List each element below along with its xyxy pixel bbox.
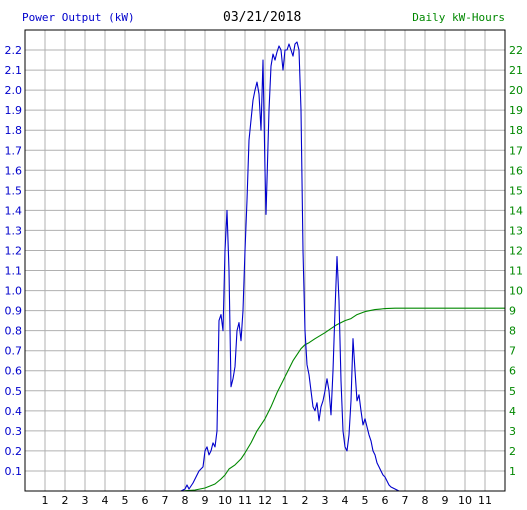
right-tick-label: 10: [509, 285, 523, 298]
left-tick-label: 1.6: [5, 164, 23, 177]
right-tick-label: 20: [509, 84, 523, 97]
x-tick-label: 6: [382, 494, 389, 507]
x-tick-label: 4: [102, 494, 109, 507]
x-tick-label: 3: [82, 494, 89, 507]
right-tick-label: 16: [509, 164, 523, 177]
left-tick-label: 0.6: [5, 365, 23, 378]
right-tick-label: 7: [509, 345, 516, 358]
left-tick-label: 0.8: [5, 325, 23, 338]
right-tick-label: 15: [509, 184, 523, 197]
x-tick-label: 7: [402, 494, 409, 507]
x-tick-label: 12: [258, 494, 272, 507]
left-tick-label: 0.3: [5, 425, 23, 438]
left-tick-label: 0.9: [5, 305, 23, 318]
left-tick-labels: 0.1 0.2 0.3 0.4 0.5 0.6 0.7 0.8 0.9 1.0 1.1 1.2 1.3 1…: [5, 44, 23, 478]
x-tick-label: 10: [458, 494, 472, 507]
x-tick-label: 11: [478, 494, 492, 507]
x-tick-label: 9: [442, 494, 449, 507]
right-tick-label: 1: [509, 465, 516, 478]
right-tick-label: 11: [509, 265, 523, 278]
x-tick-label: 1: [282, 494, 289, 507]
left-tick-label: 0.1: [5, 465, 23, 478]
left-tick-label: 1.2: [5, 244, 23, 257]
x-tick-label: 4: [342, 494, 349, 507]
power-series: [180, 41, 400, 492]
right-tick-label: 22: [509, 44, 523, 57]
right-tick-label: 4: [509, 405, 516, 418]
left-axis-title: Power Output (kW): [22, 11, 135, 24]
right-tick-label: 21: [509, 64, 523, 77]
left-tick-label: 1.7: [5, 144, 23, 157]
x-tick-label: 7: [162, 494, 169, 507]
right-axis-title: Daily kW-Hours: [412, 11, 505, 24]
left-tick-label: 2.1: [5, 64, 23, 77]
left-tick-label: 2.2: [5, 44, 23, 57]
right-tick-label: 13: [509, 224, 523, 237]
x-tick-label: 6: [142, 494, 149, 507]
right-tick-label: 19: [509, 104, 523, 117]
x-tick-label: 3: [322, 494, 329, 507]
x-tick-label: 1: [42, 494, 49, 507]
left-tick-label: 1.1: [5, 265, 23, 278]
plot-border: [24, 29, 506, 492]
right-tick-label: 18: [509, 124, 523, 137]
x-tick-label: 10: [218, 494, 232, 507]
right-tick-label: 14: [509, 204, 523, 217]
left-tick-label: 1.3: [5, 224, 23, 237]
right-tick-label: 12: [509, 244, 523, 257]
energy-series: [180, 307, 505, 492]
left-tick-label: 0.2: [5, 445, 23, 458]
left-tick-label: 2.0: [5, 84, 23, 97]
x-tick-label: 2: [302, 494, 309, 507]
x-tick-label: 8: [422, 494, 429, 507]
daily-kwh-line: [180, 307, 505, 492]
x-tick-label: 8: [182, 494, 189, 507]
left-tick-label: 0.5: [5, 385, 23, 398]
left-tick-label: 1.5: [5, 184, 23, 197]
right-tick-label: 2: [509, 445, 516, 458]
right-tick-label: 8: [509, 325, 516, 338]
chart-date-title: 03/21/2018: [223, 10, 302, 25]
x-tick-label: 5: [122, 494, 129, 507]
x-tick-label: 9: [202, 494, 209, 507]
right-tick-label: 3: [509, 425, 516, 438]
left-tick-label: 1.0: [5, 285, 23, 298]
x-tick-label: 11: [238, 494, 252, 507]
left-tick-label: 0.4: [5, 405, 23, 418]
left-tick-label: 1.4: [5, 204, 23, 217]
right-tick-label: 5: [509, 385, 516, 398]
left-tick-label: 1.8: [5, 124, 23, 137]
left-tick-label: 1.9: [5, 104, 23, 117]
x-tick-label: 5: [362, 494, 369, 507]
power-output-line: [180, 41, 400, 492]
plot-frame: [24, 29, 506, 492]
grid: [25, 30, 505, 491]
left-tick-label: 0.7: [5, 345, 23, 358]
right-tick-label: 17: [509, 144, 523, 157]
right-tick-label: 9: [509, 305, 516, 318]
right-tick-label: 6: [509, 365, 516, 378]
x-tick-labels: 1 2 3 4 5 6 7 8 9 10 11 12 1 2 3 4 5 6 7 8 9 10 11: [42, 494, 493, 507]
x-tick-label: 2: [62, 494, 69, 507]
